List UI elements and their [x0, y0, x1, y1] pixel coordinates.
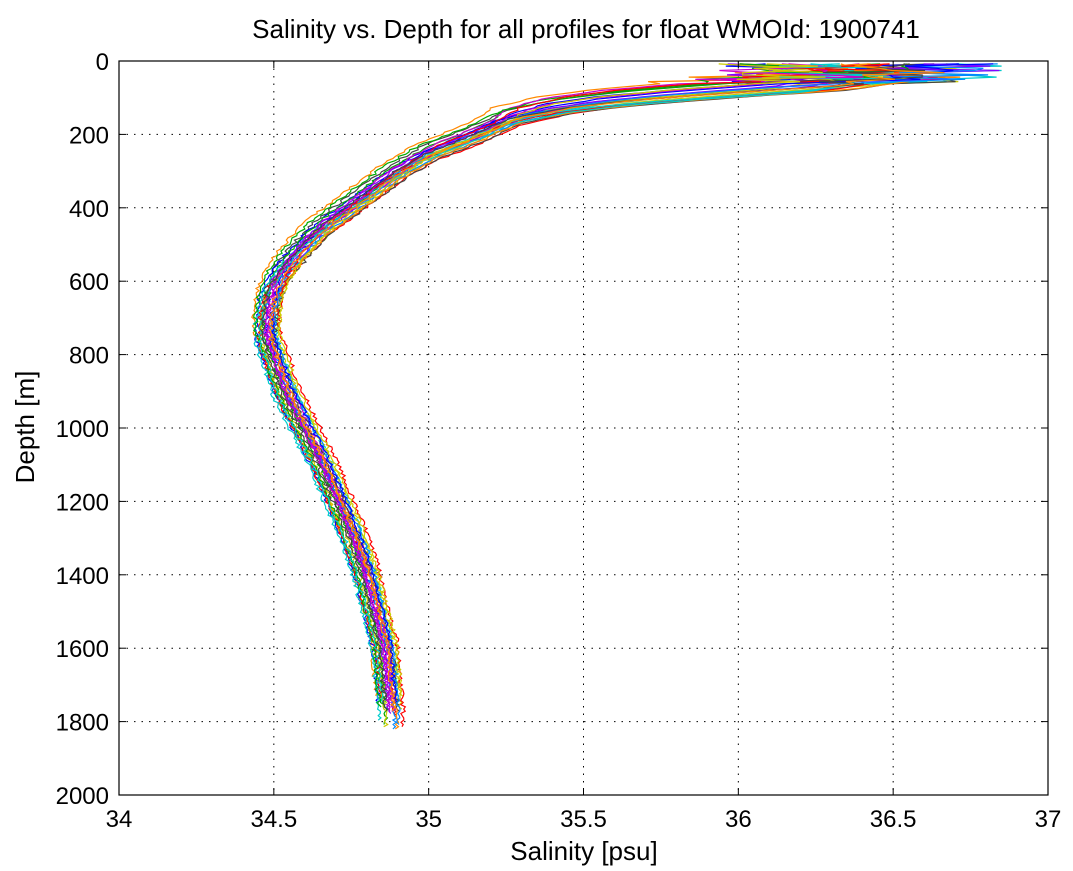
salinity-profile-line: [257, 63, 887, 705]
salinity-profile-line: [268, 63, 945, 712]
chart-title: Salinity vs. Depth for all profiles for …: [252, 14, 920, 44]
salinity-profile-line: [259, 63, 856, 725]
y-tick-label: 400: [69, 196, 109, 223]
salinity-profile-line: [264, 63, 827, 701]
salinity-profile-line: [269, 63, 862, 710]
salinity-profile-line: [262, 63, 1000, 714]
salinity-profile-line: [267, 63, 845, 712]
x-tick-label: 35: [415, 806, 442, 833]
x-tick-label: 35.5: [560, 806, 607, 833]
y-tick-label: 0: [96, 49, 109, 76]
y-tick-label: 1600: [56, 636, 109, 663]
x-tick-label: 36: [725, 806, 752, 833]
salinity-profile-line: [270, 63, 961, 730]
salinity-profile-line: [262, 63, 864, 712]
y-tick-label: 1800: [56, 710, 109, 737]
salinity-profile-line: [257, 63, 881, 706]
salinity-profile-line: [260, 63, 926, 712]
salinity-profile-line: [259, 63, 837, 728]
salinity-profile-line: [264, 63, 860, 703]
salinity-profile-line: [253, 63, 913, 708]
x-tick-label: 34: [106, 806, 133, 833]
y-tick-label: 2000: [56, 783, 109, 810]
salinity-profile-line: [252, 63, 928, 721]
y-tick-label: 600: [69, 269, 109, 296]
x-tick-label: 36.5: [870, 806, 917, 833]
ticks: 34 34.5 35 35.5 36 36.5 37 0 200 400 600 800 1000 120…: [56, 49, 1062, 833]
y-tick-label: 200: [69, 122, 109, 149]
salinity-profile-line: [253, 63, 959, 703]
salinity-profile-line: [251, 63, 871, 697]
x-tick-label: 37: [1035, 806, 1062, 833]
salinity-profile-line: [270, 63, 842, 717]
y-tick-label: 1400: [56, 563, 109, 590]
y-tick-label: 800: [69, 343, 109, 370]
y-tick-label: 1200: [56, 489, 109, 516]
profiles: [251, 63, 1002, 730]
x-tick-label: 34.5: [250, 806, 297, 833]
grid: [119, 61, 1048, 795]
y-axis-label: Depth [m]: [10, 371, 40, 484]
x-axis-label: Salinity [psu]: [510, 836, 657, 866]
y-tick-label: 1000: [56, 416, 109, 443]
salinity-profile-line: [277, 63, 826, 697]
salinity-profile-line: [271, 63, 998, 725]
